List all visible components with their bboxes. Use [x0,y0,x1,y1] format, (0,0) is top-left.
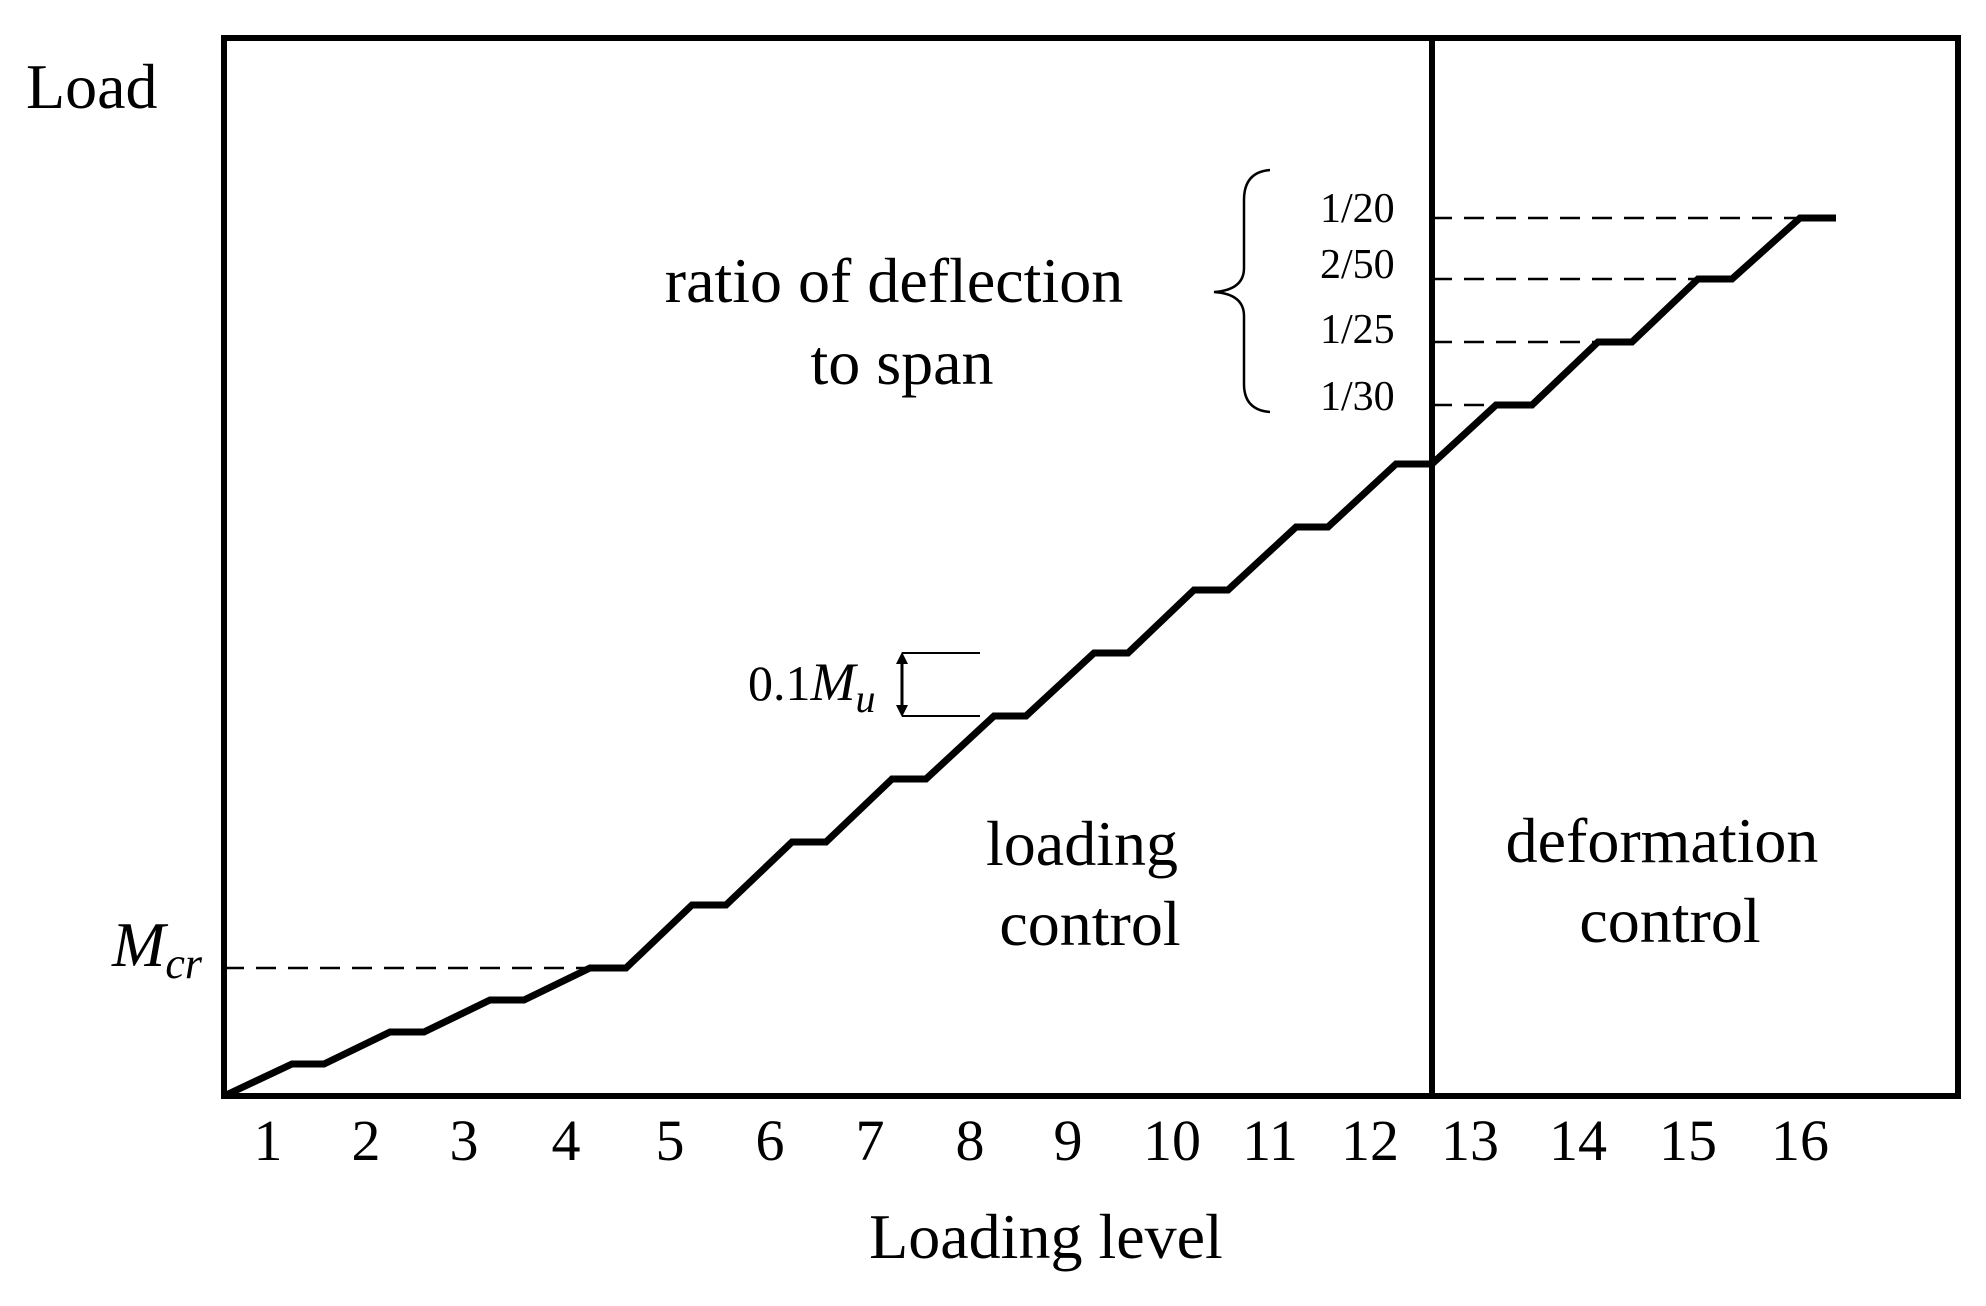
ratio-title: ratio of deflection to span [665,245,1139,398]
load-step-path [222,214,1836,1100]
increment-arrow-down [896,705,908,717]
y-axis-label: Load [26,51,158,122]
level-label: 16 [1771,1108,1829,1173]
level-label: 4 [552,1108,581,1173]
deformation-control-label: deformation control [1506,805,1835,956]
x-axis-label: Loading level [869,1201,1223,1272]
level-label: 3 [450,1108,479,1173]
level-label: 9 [1054,1108,1083,1173]
level-label: 8 [956,1108,985,1173]
level-label: 15 [1659,1108,1717,1173]
level-label: 11 [1242,1108,1298,1173]
loading-control-label: loading control [986,808,1194,959]
deformation-control-line-1: deformation [1506,805,1819,876]
ratio-brace [1213,168,1271,414]
increment-label-prefix: 0.1 [748,655,811,711]
level-label: 6 [756,1108,785,1173]
level-label: 7 [856,1108,885,1173]
level-label: 14 [1549,1108,1607,1173]
level-label: 5 [656,1108,685,1173]
mcr-label-sub: cr [165,939,203,988]
increment-label: 0.1Mu [748,652,875,721]
increment-arrow-up [896,652,908,664]
plot-frame [221,35,1961,1099]
mcr-label-base: M [111,909,169,980]
ratio-title-line-1: ratio of deflection [665,245,1123,316]
level-label: 1 [254,1108,283,1173]
level-label: 2 [352,1108,381,1173]
deformation-control-line-2: control [1579,885,1760,956]
level-label: 10 [1143,1108,1201,1173]
ratio-value: 1/30 [1320,374,1395,420]
level-labels: 1 2 3 4 5 6 7 8 9 10 11 12 13 14 15 16 [254,1108,1830,1173]
loading-control-line-1: loading [986,808,1178,879]
level-label: 13 [1441,1108,1499,1173]
ratio-value: 1/25 [1320,307,1395,353]
ratio-value: 2/50 [1320,242,1395,288]
level-label: 12 [1341,1108,1399,1173]
ratio-value: 1/20 [1320,186,1395,232]
increment-label-sub: u [855,676,875,721]
ratio-title-line-2: to span [810,327,993,398]
mcr-label: Mcr [111,909,203,988]
increment-label-base: M [810,652,859,712]
loading-control-line-2: control [999,888,1180,959]
